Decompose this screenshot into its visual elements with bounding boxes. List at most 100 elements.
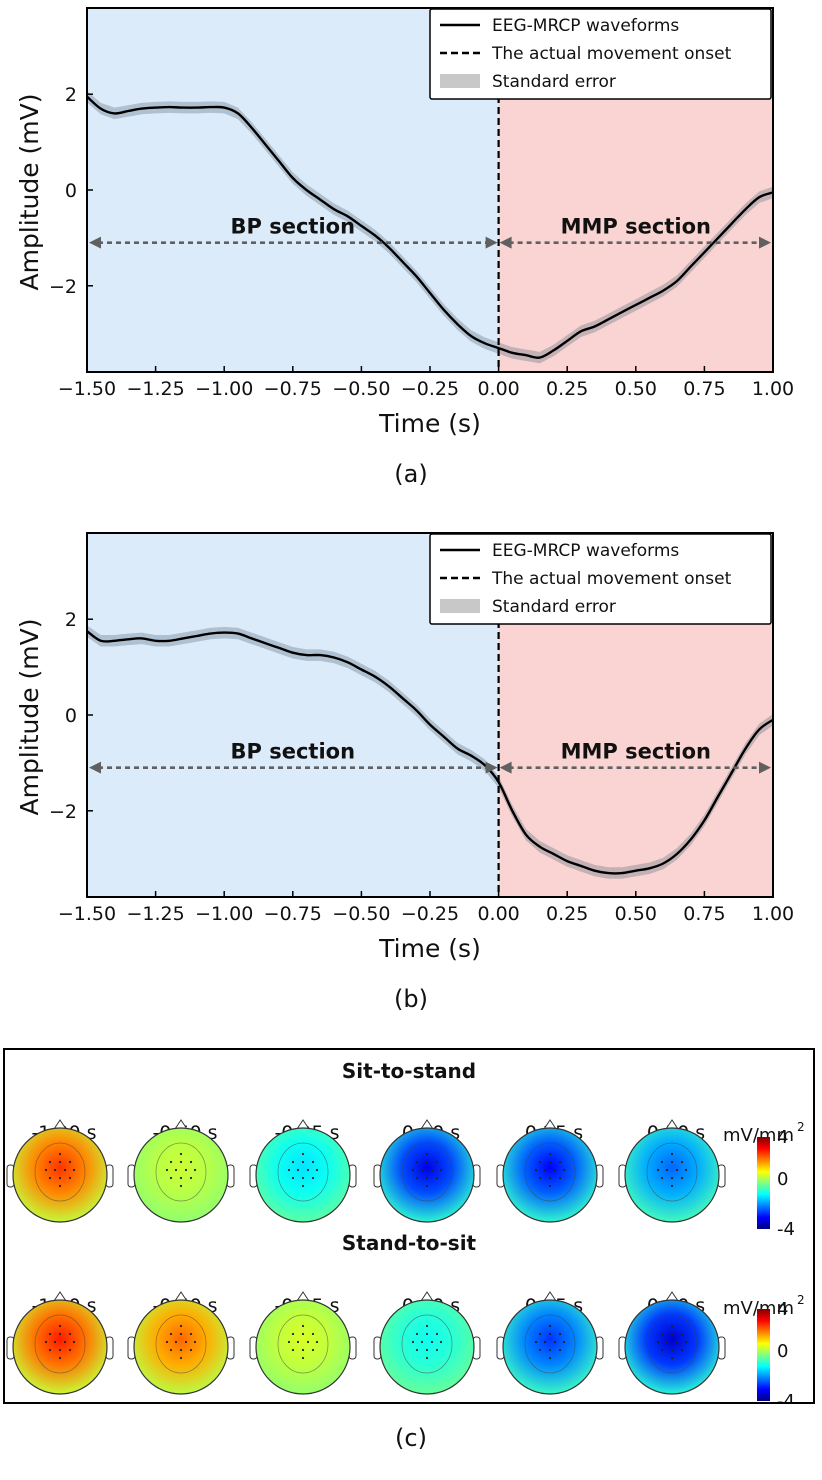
electrode-dot [287, 1168, 291, 1172]
electrode-dot [562, 1340, 566, 1344]
nose [296, 1291, 310, 1302]
x-tick-label: −0.50 [332, 903, 390, 925]
electrode-dot [660, 1332, 664, 1336]
electrode-dot [538, 1160, 542, 1164]
electrode-dot [291, 1332, 295, 1336]
electrode-dot [543, 1168, 547, 1172]
electrode-dot [439, 1340, 443, 1344]
legend-se-swatch [440, 74, 480, 88]
electrode-dot [301, 1160, 305, 1164]
y-axis-label: Amplitude (mV) [15, 93, 44, 290]
colorbar [757, 1309, 770, 1401]
legend-box [429, 533, 772, 625]
electrode-dot [684, 1340, 688, 1344]
topomap-contour [524, 1142, 576, 1202]
electrode-dot [425, 1152, 429, 1156]
topomap-contour [524, 1314, 576, 1374]
colorbar-tick-label: -4 [777, 1219, 795, 1240]
topomap-row-title: Stand-to-sit [342, 1231, 477, 1255]
nose [420, 1291, 434, 1302]
electrode-dot [670, 1184, 674, 1188]
x-tick-label: −0.75 [264, 903, 322, 925]
electrode-dot [425, 1332, 429, 1336]
topomap-head [379, 1299, 475, 1395]
electrode-dot [415, 1348, 419, 1352]
legend-box [429, 8, 772, 100]
x-tick-label: −0.75 [264, 378, 322, 400]
x-tick-label: 1.00 [752, 378, 794, 400]
x-tick-label: 1.00 [752, 903, 794, 925]
electrode-dot [430, 1168, 434, 1172]
electrode-dot [435, 1176, 439, 1180]
topomap-head [12, 1299, 108, 1395]
electrode-dot [656, 1340, 660, 1344]
topomap-head [255, 1127, 351, 1223]
colorbar-tick-label: 0 [777, 1169, 788, 1190]
topomap-head [502, 1127, 598, 1223]
x-axis-label: Time (s) [378, 409, 481, 438]
legend-se-label: Standard error [492, 597, 616, 617]
mmp-arrow-head-left [499, 761, 512, 774]
electrode-dot [44, 1340, 48, 1344]
topomap-head [624, 1299, 720, 1395]
electrode-dot [169, 1176, 173, 1180]
electrode-dot [558, 1176, 562, 1180]
eeg-mrcp-waveform [86, 630, 774, 875]
colorbar-unit-sup: 2 [797, 1120, 805, 1134]
electrode-dot [558, 1348, 562, 1352]
legend-waveform-label: EEG-MRCP waveforms [492, 16, 679, 36]
chart-panel-b: BP section MMP section −1.50 −1.25 −1.00 −0.7… [0, 525, 822, 969]
nose [543, 1291, 557, 1302]
bp-arrow-head-left [89, 761, 101, 774]
electrode-dot [58, 1324, 62, 1328]
colorbar-unit: mV/mm [723, 1298, 794, 1319]
bp-section-label: BP section [231, 740, 356, 764]
electrode-dot [435, 1332, 439, 1336]
topomap-panel: Sit-to-stand-1.00 s-0.50 s-0.25 s0.00 s0… [3, 1048, 815, 1412]
electrode-dot [291, 1176, 295, 1180]
electrode-dot [415, 1160, 419, 1164]
electrode-dot [58, 1176, 62, 1180]
y-tick-label: 0 [65, 705, 77, 727]
electrode-dot [296, 1340, 300, 1344]
electrode-dot [543, 1340, 547, 1344]
bp-arrow-head-left [89, 236, 101, 249]
x-tick-label: −0.50 [332, 378, 390, 400]
electrode-dot [675, 1168, 679, 1172]
x-tick-label: 0.25 [546, 903, 588, 925]
electrode-dot [553, 1340, 557, 1344]
topomap-head [12, 1127, 108, 1223]
x-tick-label: −1.50 [58, 378, 116, 400]
mmp-arrow-head-right [759, 761, 771, 774]
chart-b-svg: BP section MMP section −1.50 −1.25 −1.00 −0.7… [15, 532, 794, 963]
electrode-dot [58, 1348, 62, 1352]
electrode-dot [58, 1152, 62, 1156]
nose [665, 1119, 679, 1130]
nose [543, 1119, 557, 1130]
electrode-dot [420, 1168, 424, 1172]
topomap-head [133, 1127, 229, 1223]
electrode-dot [425, 1184, 429, 1188]
electrode-dot [435, 1348, 439, 1352]
colorbar-tick-label: 0 [777, 1341, 788, 1362]
electrode-dot [430, 1340, 434, 1344]
electrode-dot [311, 1160, 315, 1164]
electrode-dot [425, 1176, 429, 1180]
electrode-dot [179, 1332, 183, 1336]
electrode-dot [44, 1168, 48, 1172]
electrode-dot [411, 1340, 415, 1344]
electrode-dot [301, 1324, 305, 1328]
topomap-contour [646, 1314, 698, 1374]
electrode-dot [179, 1160, 183, 1164]
topomap-svg: Sit-to-stand-1.00 s-0.50 s-0.25 s0.00 s0… [6, 1059, 805, 1412]
electrode-dot [296, 1168, 300, 1172]
x-tick-label: −0.25 [401, 903, 459, 925]
x-tick-label: 0.25 [546, 378, 588, 400]
electrode-dot [169, 1160, 173, 1164]
electrode-dot [189, 1332, 193, 1336]
nose [665, 1291, 679, 1302]
electrode-dot [656, 1168, 660, 1172]
topomap-head [502, 1299, 598, 1395]
colorbar-unit: mV/mm [723, 1125, 794, 1146]
mmp-section-label: MMP section [561, 740, 711, 764]
